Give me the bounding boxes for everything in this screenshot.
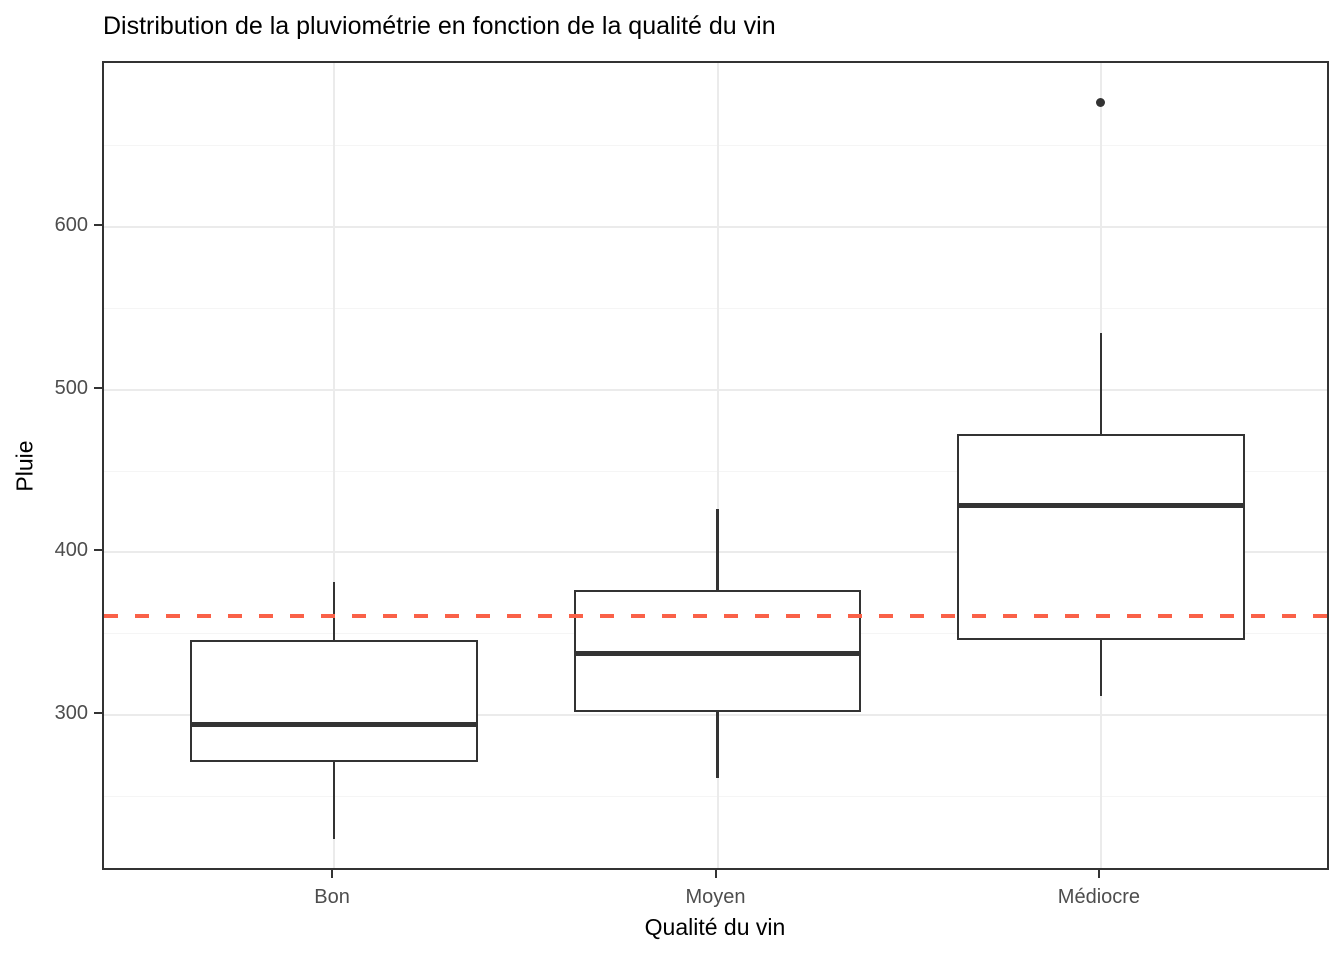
- chart-title: Distribution de la pluviométrie en fonct…: [103, 12, 776, 40]
- gridline-minor: [104, 470, 1327, 472]
- x-tick-mark: [331, 870, 334, 878]
- gridline-major: [104, 226, 1327, 229]
- y-tick-label: 400: [54, 539, 88, 562]
- outlier-point: [1096, 97, 1106, 107]
- box-mediocre: [957, 433, 1245, 641]
- y-tick-label: 300: [54, 702, 88, 725]
- whisker-lower: [332, 762, 336, 839]
- gridline-vertical: [716, 63, 719, 868]
- x-tick-label: Moyen: [685, 886, 746, 908]
- gridline-vertical: [333, 63, 336, 868]
- y-tick-label: 500: [54, 376, 88, 399]
- gridline-major: [104, 551, 1327, 554]
- median-line: [957, 502, 1245, 508]
- gridline-major: [104, 714, 1327, 717]
- x-tick-label: Médiocre: [1057, 886, 1141, 908]
- plot-panel: [102, 61, 1329, 870]
- gridline-minor: [104, 308, 1327, 310]
- whisker-upper: [716, 508, 719, 590]
- y-tick-label: 600: [54, 214, 88, 237]
- whisker-upper: [332, 581, 336, 641]
- y-axis-title-text: Pluie: [11, 440, 38, 492]
- y-tick-mark: [94, 224, 102, 227]
- gridline-minor: [104, 145, 1327, 147]
- whisker-lower: [1099, 640, 1103, 696]
- median-line: [573, 650, 862, 656]
- x-axis-title: Qualité du vin: [644, 914, 786, 940]
- gridline-minor: [104, 795, 1327, 797]
- whisker-upper: [1099, 332, 1103, 434]
- x-tick-mark: [714, 870, 717, 878]
- box-bon: [190, 640, 478, 763]
- x-tick-label: Bon: [314, 886, 350, 908]
- y-tick-mark: [94, 549, 102, 552]
- y-tick-mark: [94, 712, 102, 715]
- y-tick-mark: [94, 386, 102, 389]
- mean-reference-line: [104, 613, 1327, 618]
- x-tick-mark: [1097, 870, 1100, 878]
- whisker-lower: [716, 711, 719, 779]
- median-line: [190, 722, 478, 728]
- gridline-major: [104, 388, 1327, 391]
